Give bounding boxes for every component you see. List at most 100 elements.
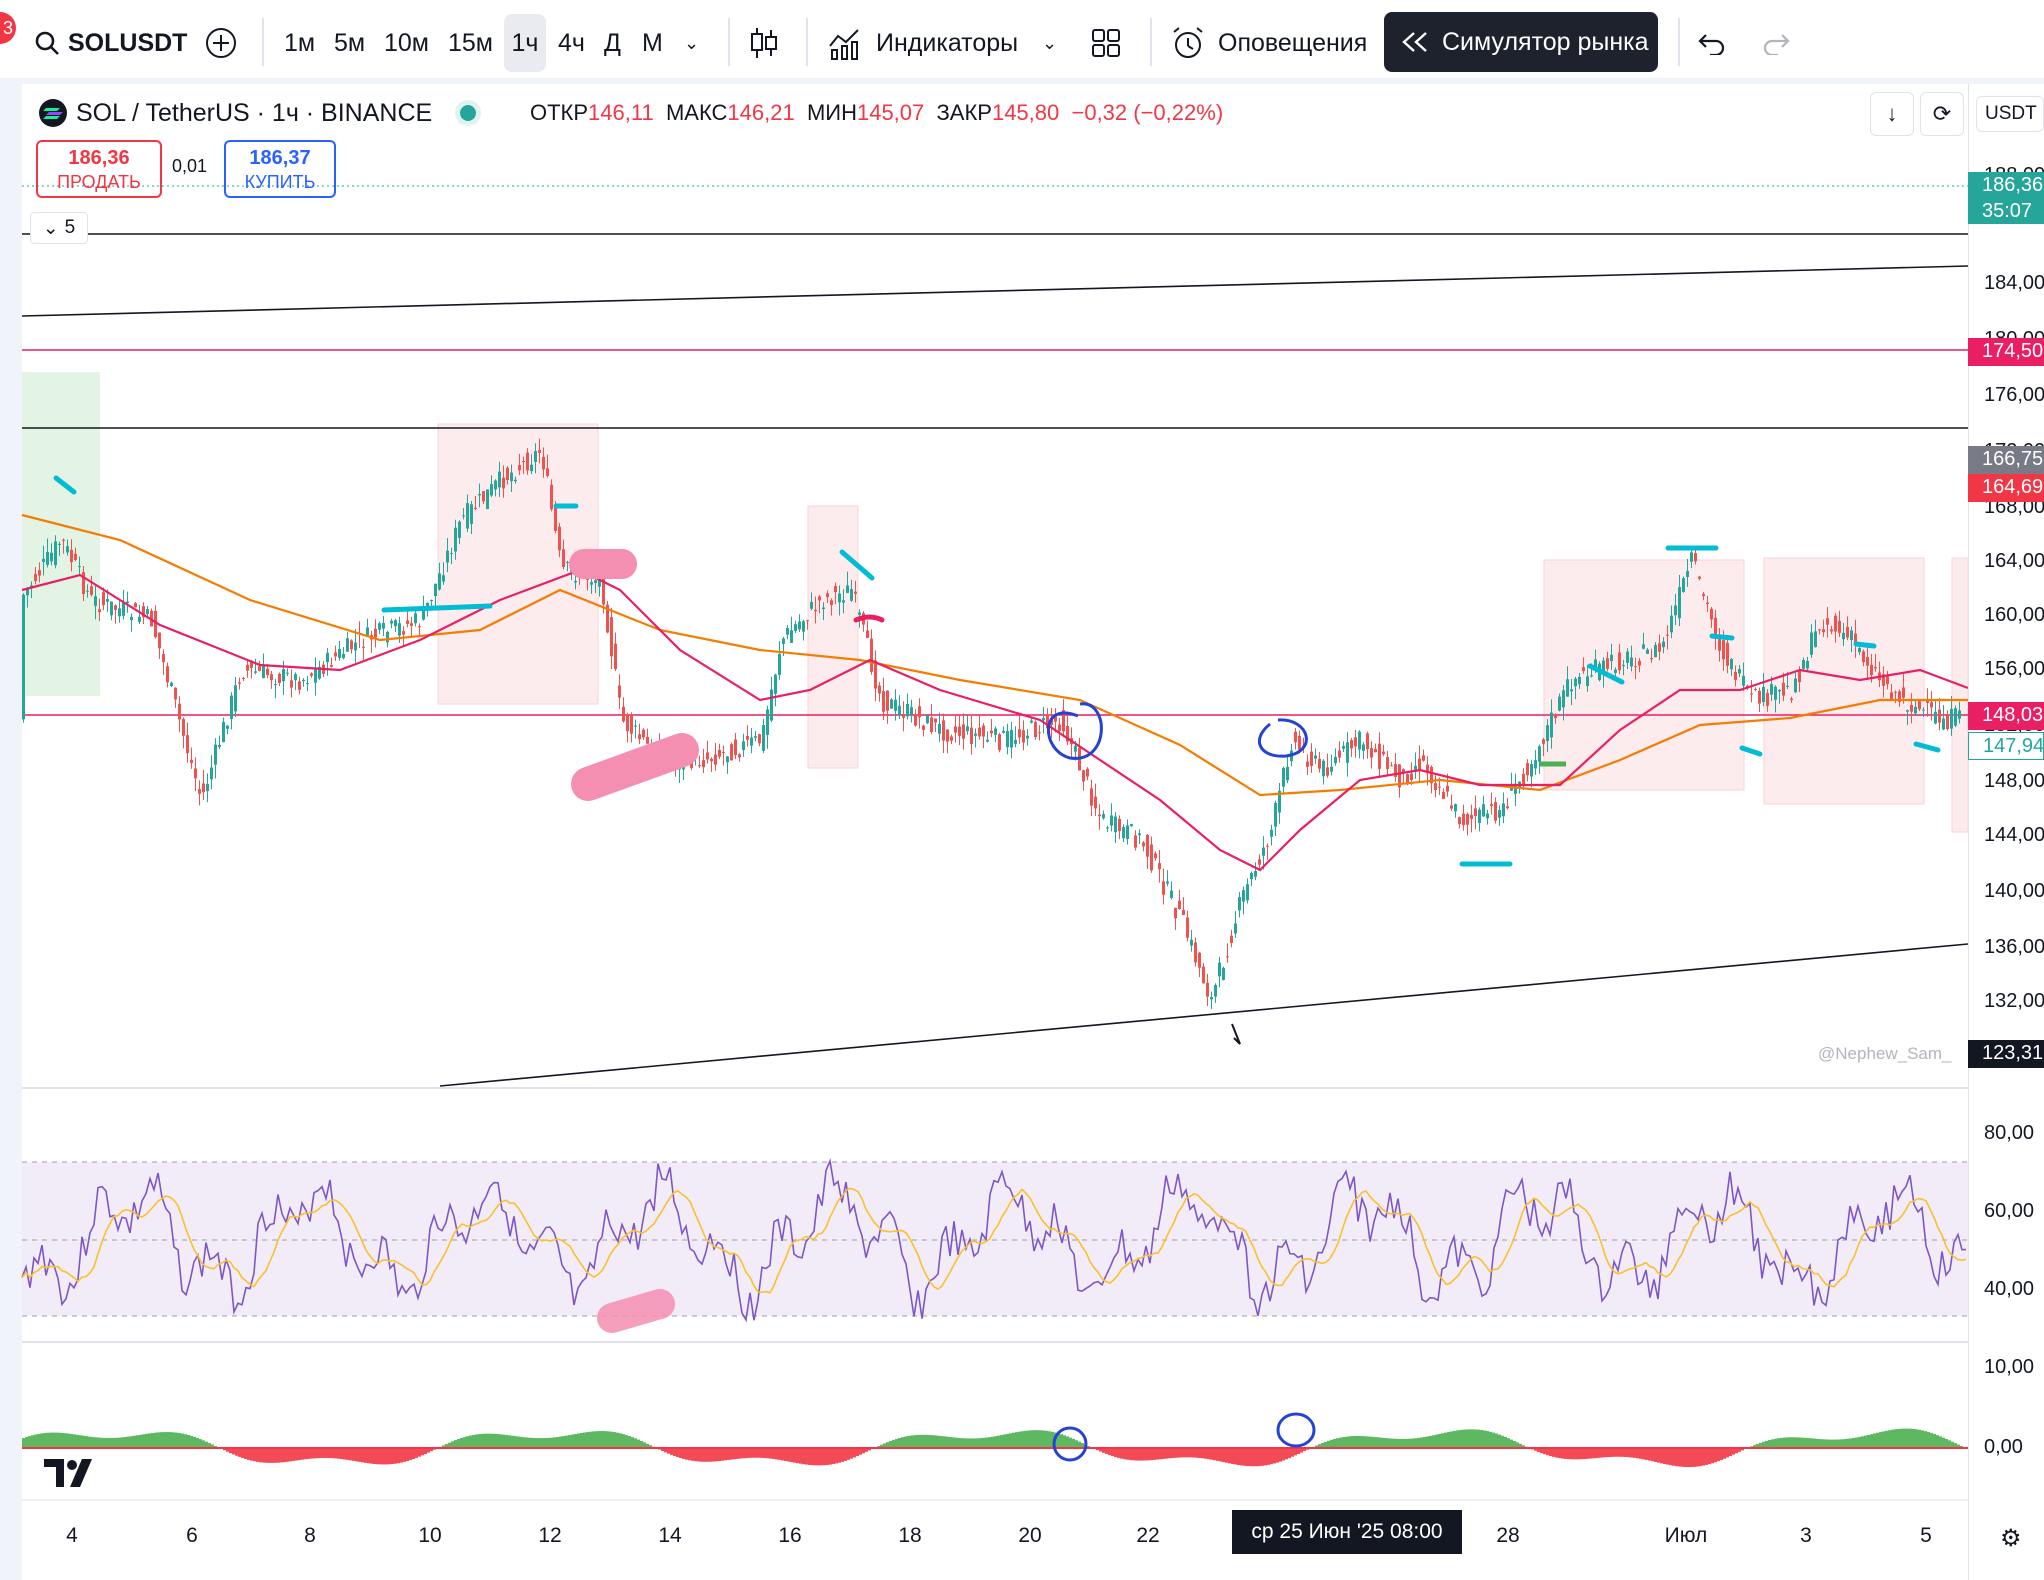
candle-body [1018,729,1021,738]
macd-histogram-bar [1435,1434,1438,1448]
buy-button[interactable]: 186,37 КУПИТЬ [224,140,336,198]
macd-histogram-bar [835,1448,838,1464]
candle-body [1874,667,1877,669]
macd-histogram-bar [892,1439,895,1448]
layouts-button[interactable] [1090,14,1122,72]
candle-body [698,765,701,767]
symbol-search-button[interactable]: SOLUSDT [34,14,187,72]
rsi-axis-label: 80,00 [1984,1122,2035,1144]
macd-histogram-bar [1408,1438,1411,1448]
scroll-down-button[interactable]: ↓ [1870,92,1914,136]
notification-badge[interactable]: 3 [0,12,16,44]
interval-dropdown[interactable]: ⌄ [684,14,699,72]
candle-body [1462,813,1465,826]
candle-body [942,720,945,741]
macd-histogram-bar [421,1448,424,1456]
settings-button[interactable]: ⚙ [2000,1524,2022,1553]
candle-body [1718,639,1721,651]
low-value: 145,07 [856,100,925,125]
slow-moving-average [21,513,1968,797]
price-axis[interactable] [1968,84,2044,1580]
macd-histogram-bar [475,1434,478,1448]
candle-body [394,620,397,627]
chart-area[interactable] [22,84,1968,1580]
macd-histogram-bar [637,1439,640,1448]
macd-histogram-bar [1807,1438,1810,1448]
redo-button[interactable] [1762,14,1792,72]
macd-histogram-bar [1237,1448,1240,1465]
macd-histogram-bar [1543,1448,1546,1455]
macd-histogram-bar [1891,1429,1894,1448]
candle-body [1706,602,1709,605]
macd-histogram-bar [154,1432,157,1448]
candle-body [598,577,601,587]
candle-body [1174,907,1177,919]
macd-histogram-bar [205,1441,208,1448]
candle-body [766,709,769,735]
candle-body [914,714,917,726]
macd-histogram-bar [1360,1436,1363,1448]
macd-histogram-bar [1366,1436,1369,1448]
candle-body [382,622,385,629]
macd-histogram-bar [640,1440,643,1448]
interval-15m[interactable]: 15м [448,28,493,57]
macd-histogram-bar [346,1448,349,1460]
candle-body [70,549,73,563]
macd-histogram-bar [418,1448,421,1457]
indicators-button[interactable]: Индикаторы [828,14,1018,72]
interval-10m[interactable]: 10м [384,28,429,57]
collapse-indicators-button[interactable]: ⌄ 5 [30,212,88,244]
interval-month[interactable]: М [642,28,663,57]
candle-body [254,671,257,673]
macd-histogram-bar [1762,1441,1765,1448]
macd-histogram-bar [1489,1431,1492,1448]
macd-histogram-bar [139,1434,142,1448]
chart-type-button[interactable] [748,14,780,72]
candle-body [998,734,1001,751]
refresh-button[interactable]: ⟳ [1920,92,1964,136]
chevron-down-icon: ⌄ [42,217,59,239]
candle-body [1478,809,1481,823]
candle-body [566,562,569,564]
macd-histogram-bar [982,1437,985,1448]
macd-histogram-bar [379,1448,382,1465]
interval-4h[interactable]: 4ч [558,28,585,57]
alerts-button[interactable]: Оповещения [1170,14,1367,72]
undo-button[interactable] [1696,14,1726,72]
candle-body [1350,740,1353,749]
macd-histogram-bar [88,1436,91,1448]
interval-1h[interactable]: 1ч [504,14,546,72]
macd-histogram-bar [610,1431,613,1448]
macd-histogram-bar [1156,1448,1159,1460]
macd-histogram-bar [1216,1448,1219,1461]
candle-body [1486,813,1489,819]
interval-day[interactable]: Д [604,28,621,57]
grid-icon [1092,29,1120,57]
macd-histogram-bar [1936,1435,1939,1448]
candle-body [202,783,205,793]
macd-histogram-bar [958,1437,961,1448]
candle-body [1110,815,1113,826]
price-axis-label: 156,00 [1984,658,2044,680]
interval-5m[interactable]: 5м [334,28,366,57]
macd-histogram-bar [316,1448,319,1459]
candle-body [1514,783,1517,794]
macd-histogram-bar [1087,1445,1090,1448]
sell-button[interactable]: 186,36 ПРОДАТЬ [36,140,162,198]
interval-1m[interactable]: 1м [284,28,316,57]
candle-body [158,632,161,649]
currency-select[interactable]: USDT [1976,96,2044,132]
candle-body [1498,810,1501,818]
macd-histogram-bar [1024,1430,1027,1448]
macd-histogram-bar [1951,1441,1954,1448]
macd-histogram-bar [682,1448,685,1459]
compare-button[interactable] [204,14,238,72]
macd-histogram-bar [415,1448,418,1458]
candle-body [558,526,561,551]
macd-histogram-bar [1759,1442,1762,1448]
market-simulator-button[interactable]: Симулятор рынка [1384,12,1658,72]
macd-histogram-bar [112,1437,115,1448]
indicators-dropdown[interactable]: ⌄ [1042,14,1057,72]
market-status-dot[interactable] [460,105,477,121]
